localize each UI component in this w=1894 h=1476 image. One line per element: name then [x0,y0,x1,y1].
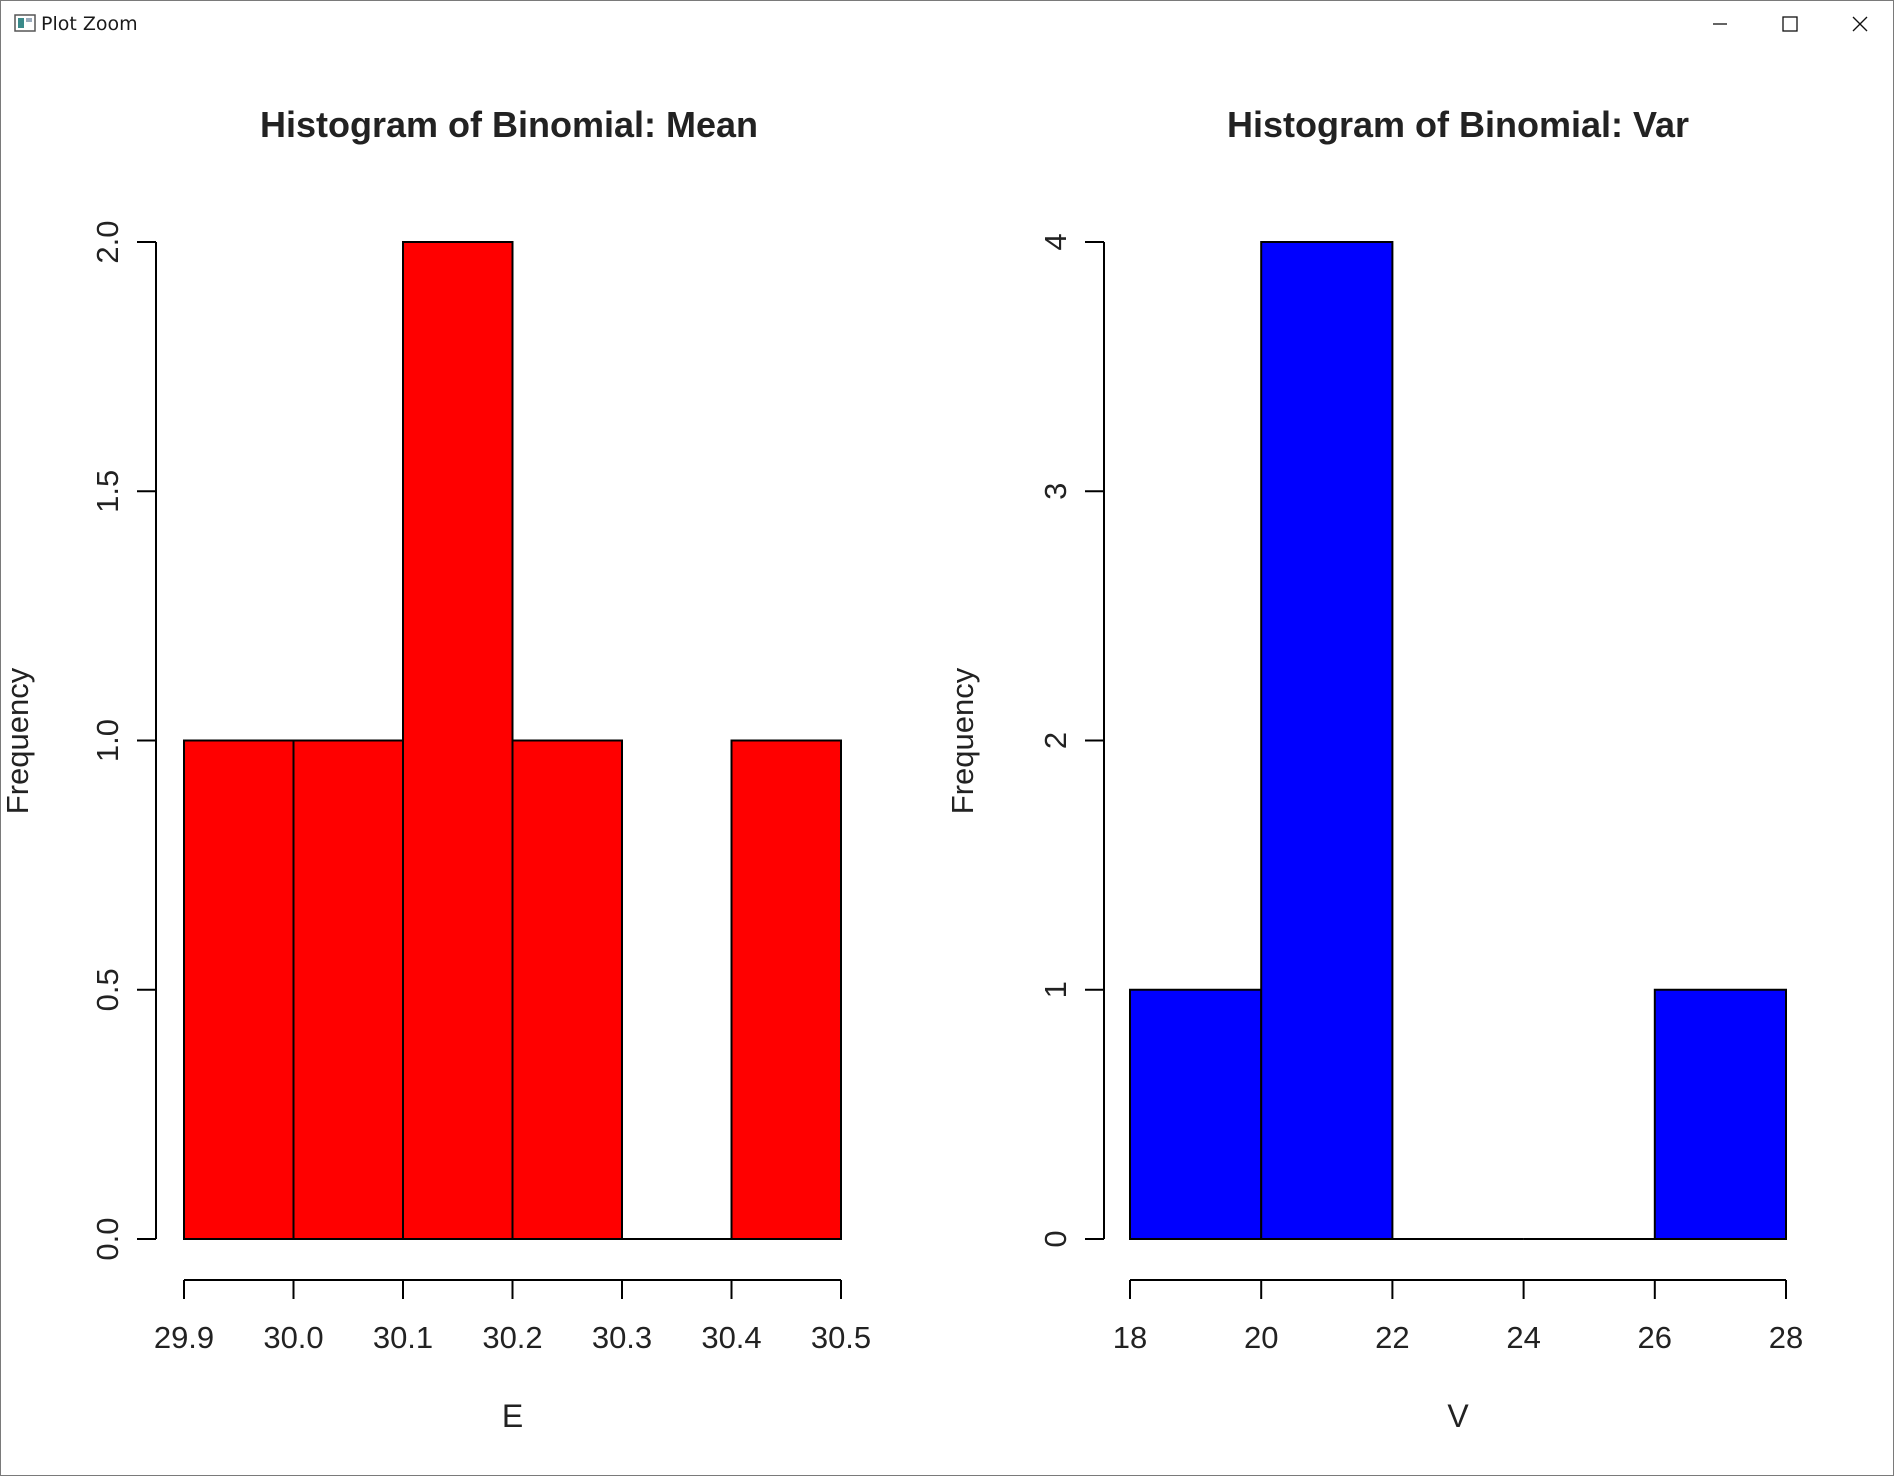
x-tick-label: 30.4 [701,1320,761,1355]
y-tick-label: 4 [1038,233,1073,250]
x-axis-label: E [502,1398,523,1434]
chart-title: Histogram of Binomial: Mean [260,104,758,145]
x-tick-label: 18 [1113,1320,1147,1355]
maximize-button[interactable] [1755,1,1825,46]
y-tick-label: 3 [1038,483,1073,500]
y-tick-label: 2.0 [90,220,125,263]
x-tick-label: 29.9 [154,1320,214,1355]
chart-title: Histogram of Binomial: Var [1227,104,1689,145]
minimize-icon [1713,22,1727,25]
minimize-button[interactable] [1685,1,1755,46]
close-button[interactable] [1825,1,1894,46]
x-tick-label: 30.2 [482,1320,542,1355]
y-axis-label: Frequency [1,667,35,814]
x-tick-label: 28 [1769,1320,1803,1355]
maximize-icon [1782,15,1798,32]
x-tick-label: 26 [1638,1320,1672,1355]
x-tick-label: 30.5 [811,1320,871,1355]
histogram-bar [1129,988,1263,1240]
y-tick-label: 0.5 [90,968,125,1011]
x-tick-label: 22 [1375,1320,1409,1355]
histogram-bar [183,739,295,1240]
y-axis-label: Frequency [945,667,980,814]
app-icon [14,14,36,32]
histogram-bar [1260,241,1394,1240]
y-tick-label: 1 [1038,981,1073,998]
histogram-bar [1653,988,1788,1240]
plot-canvas: Histogram of Binomial: Mean 0.0 0.5 1.0 1.5 2… [1,104,1803,1434]
x-tick-label: 30.0 [263,1320,323,1355]
y-tick-label: 2 [1038,732,1073,749]
window-title: Plot Zoom [41,13,138,35]
histogram-bar [730,739,842,1240]
histogram-bar [402,241,514,1240]
y-tick-label: 1.0 [90,719,125,762]
title-bar[interactable]: Plot Zoom [1,1,1893,46]
y-tick-label: 1.5 [90,470,125,513]
y-tick-label: 0 [1038,1230,1073,1247]
x-tick-label: 30.3 [592,1320,652,1355]
x-tick-label: 20 [1244,1320,1278,1355]
close-icon [1852,16,1868,31]
x-axis-label: V [1447,1398,1469,1434]
x-tick-label: 24 [1506,1320,1540,1355]
y-tick-label: 0.0 [90,1217,125,1260]
histogram-bar [292,739,404,1240]
x-tick-label: 30.1 [373,1320,433,1355]
histogram-bar [511,739,623,1240]
